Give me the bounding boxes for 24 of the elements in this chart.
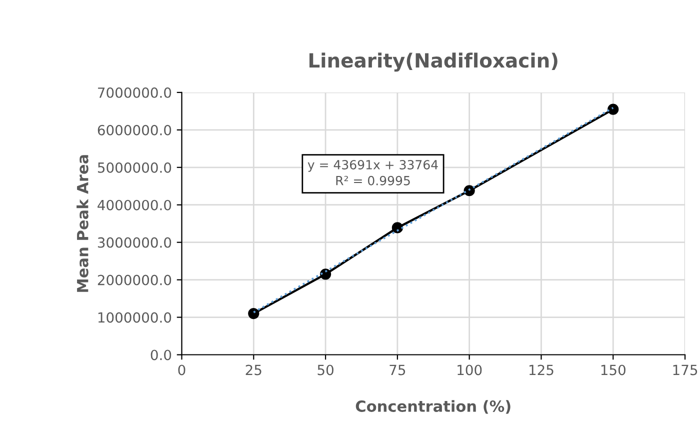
- point: [248, 308, 260, 320]
- x-axis-title: Concentration (%): [356, 400, 510, 414]
- x-tick-label: 175: [673, 364, 698, 376]
- x-tick-label: 125: [529, 364, 554, 376]
- y-tick-label: 5000000.0: [98, 162, 172, 173]
- annotation: y = 43691x + 33764 R² = 0.9995: [308, 160, 438, 186]
- y-axis-title: Mean Peak Area: [76, 155, 88, 292]
- y-tick-label: 1000000.0: [98, 312, 172, 323]
- x-tick-label: 50: [318, 364, 334, 376]
- y-tick-label: 3000000.0: [98, 237, 172, 248]
- chart-title: Linearity(Nadifloxacin): [309, 52, 558, 72]
- y-tick-label: 7000000.0: [98, 87, 172, 98]
- y-tick-label: 0.0: [150, 350, 172, 360]
- x-tick-label: 150: [601, 364, 626, 376]
- point: [392, 222, 403, 234]
- y-tick-label: 2000000.0: [98, 274, 172, 286]
- point: [464, 185, 475, 196]
- x-tick-label: 25: [246, 364, 262, 376]
- point: [608, 104, 619, 115]
- x-tick-label: 0: [178, 364, 186, 376]
- x-tick-label: 100: [458, 364, 482, 376]
- y-tick-label: 4000000.0: [98, 200, 172, 210]
- y-tick-label: 6000000.0: [98, 124, 172, 136]
- x-tick-label: 75: [390, 364, 406, 376]
